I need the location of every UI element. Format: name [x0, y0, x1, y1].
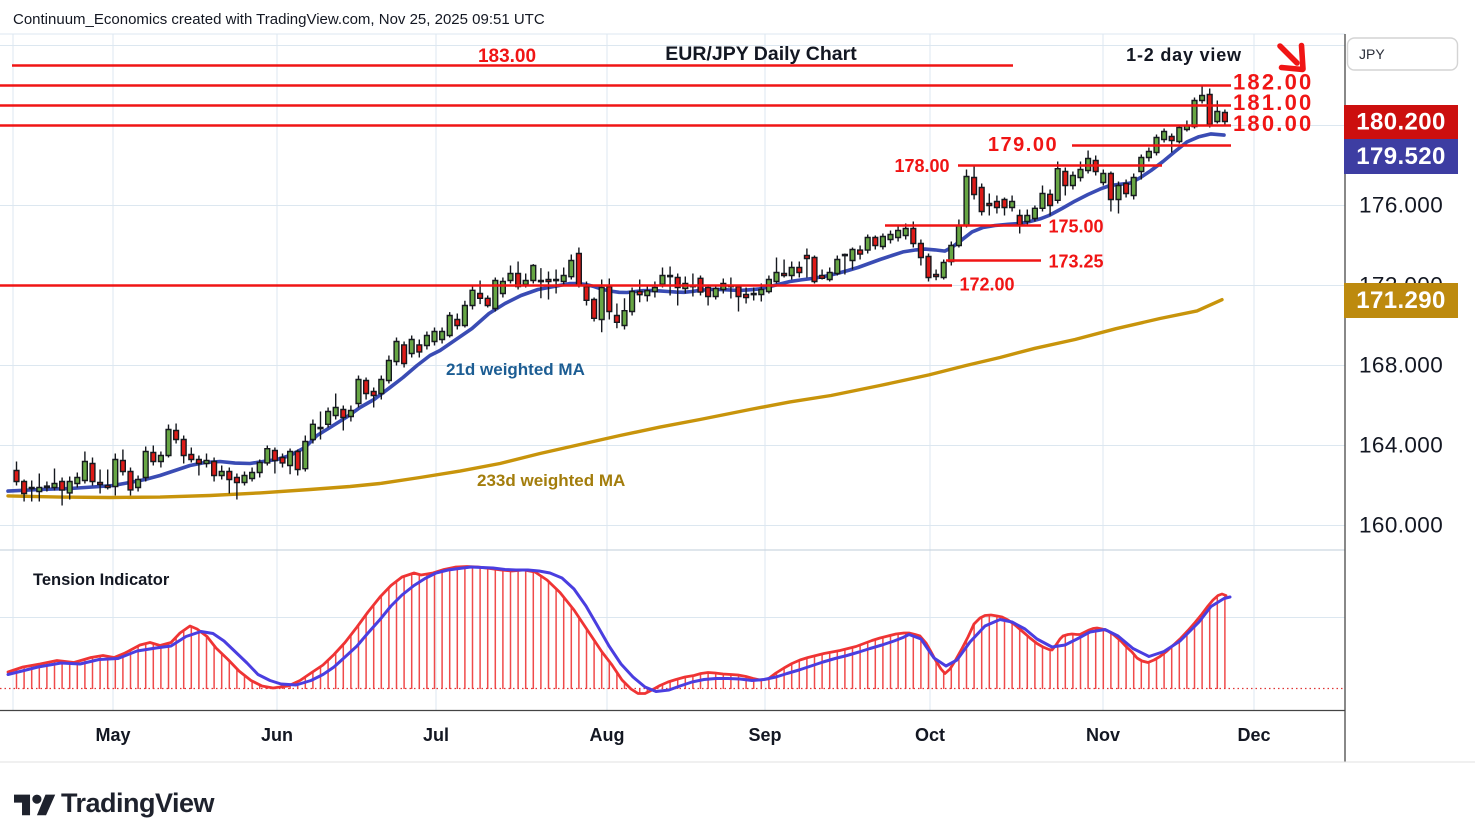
svg-text:180.200: 180.200 [1356, 109, 1446, 136]
svg-text:172.00: 172.00 [959, 275, 1014, 295]
svg-text:183.00: 183.00 [478, 46, 536, 67]
svg-text:173.25: 173.25 [1048, 252, 1103, 272]
svg-text:175.00: 175.00 [1048, 217, 1103, 237]
svg-text:EUR/JPY Daily Chart: EUR/JPY Daily Chart [665, 43, 857, 65]
svg-text:JPY: JPY [1359, 46, 1385, 62]
svg-text:180.00: 180.00 [1233, 111, 1314, 136]
svg-text:Nov: Nov [1086, 725, 1120, 745]
svg-text:168.000: 168.000 [1359, 353, 1443, 378]
svg-text:Dec: Dec [1237, 725, 1270, 745]
svg-text:176.000: 176.000 [1359, 193, 1443, 218]
svg-text:179.00: 179.00 [988, 134, 1058, 156]
svg-text:Aug: Aug [590, 725, 625, 745]
svg-text:171.290: 171.290 [1356, 287, 1446, 314]
svg-text:1-2 day view: 1-2 day view [1126, 45, 1242, 65]
svg-text:160.000: 160.000 [1359, 513, 1443, 538]
svg-text:Continuum_Economics created wi: Continuum_Economics created with Trading… [13, 11, 545, 28]
svg-text:Sep: Sep [748, 725, 781, 745]
svg-text:Jun: Jun [261, 725, 293, 745]
svg-text:Oct: Oct [915, 725, 945, 745]
svg-text:TradingView: TradingView [61, 788, 216, 818]
svg-text:Jul: Jul [423, 725, 449, 745]
svg-text:164.000: 164.000 [1359, 433, 1443, 458]
svg-text:May: May [95, 725, 130, 745]
svg-text:178.00: 178.00 [894, 156, 949, 176]
svg-text:181.00: 181.00 [1233, 90, 1314, 115]
svg-text:179.520: 179.520 [1356, 143, 1446, 170]
svg-text:233d weighted MA: 233d weighted MA [477, 471, 625, 490]
svg-text:21d weighted MA: 21d weighted MA [446, 360, 585, 379]
svg-text:Tension Indicator: Tension Indicator [33, 571, 170, 589]
svg-text:182.00: 182.00 [1233, 70, 1314, 95]
